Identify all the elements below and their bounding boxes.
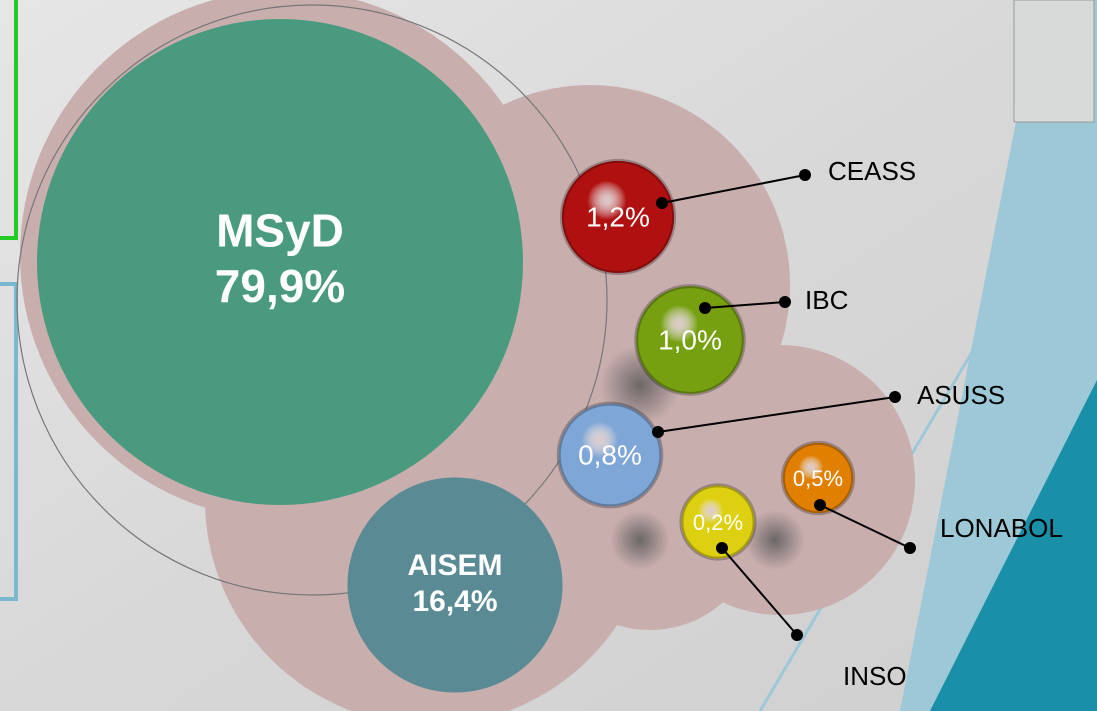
bubble-name: MSyD	[216, 205, 344, 257]
decor-map	[1013, 0, 1095, 123]
bubble-name: AISEM	[407, 549, 502, 582]
leader-line	[704, 301, 786, 309]
decor-band-dark	[930, 380, 1097, 711]
leader-dot	[799, 169, 811, 181]
bubble	[558, 403, 662, 507]
bubble	[561, 160, 675, 274]
leader-dot	[889, 391, 901, 403]
category-label: INSO	[843, 661, 907, 691]
bubble-value-label: 79,9%	[215, 260, 345, 312]
bubble-shade	[679, 483, 757, 561]
leader-dot	[652, 426, 664, 438]
category-label: ASUSS	[917, 380, 1005, 410]
bubble-shade	[559, 158, 677, 276]
leader-dot	[904, 542, 916, 554]
bubble	[347, 477, 563, 693]
leader-dot	[779, 296, 791, 308]
bubble-shade	[556, 401, 664, 509]
bubble-value-label: 0,5%	[793, 466, 843, 491]
frame-blue	[0, 282, 18, 601]
category-label: IBC	[805, 285, 848, 315]
bubble-value-label: 0,2%	[693, 510, 743, 535]
leader-line	[661, 174, 806, 204]
shadow	[610, 510, 670, 570]
bubble-value-label: 1,2%	[586, 201, 650, 232]
leader-dot	[716, 542, 728, 554]
bubble-value-label: 16,4%	[412, 585, 497, 618]
leader-line	[819, 504, 911, 549]
bubble-value-label: 1,0%	[658, 324, 722, 355]
leader-dot	[699, 302, 711, 314]
leader-dot	[791, 629, 803, 641]
shadow	[745, 510, 805, 570]
leader-line	[657, 396, 896, 433]
category-label: CEASS	[828, 156, 916, 186]
bubble	[636, 286, 744, 394]
bubble-shade	[634, 284, 746, 396]
outline-ring	[16, 4, 608, 596]
frame-green	[0, 0, 18, 240]
bubble	[782, 442, 854, 514]
leader-dot	[656, 197, 668, 209]
category-label: LONABOL	[940, 513, 1063, 543]
bubble	[681, 485, 755, 559]
leader-dot	[814, 499, 826, 511]
bubble-value-label: 0,8%	[578, 439, 642, 470]
leader-line	[721, 547, 798, 636]
bubble	[37, 19, 523, 505]
bubble-shade	[780, 440, 856, 516]
